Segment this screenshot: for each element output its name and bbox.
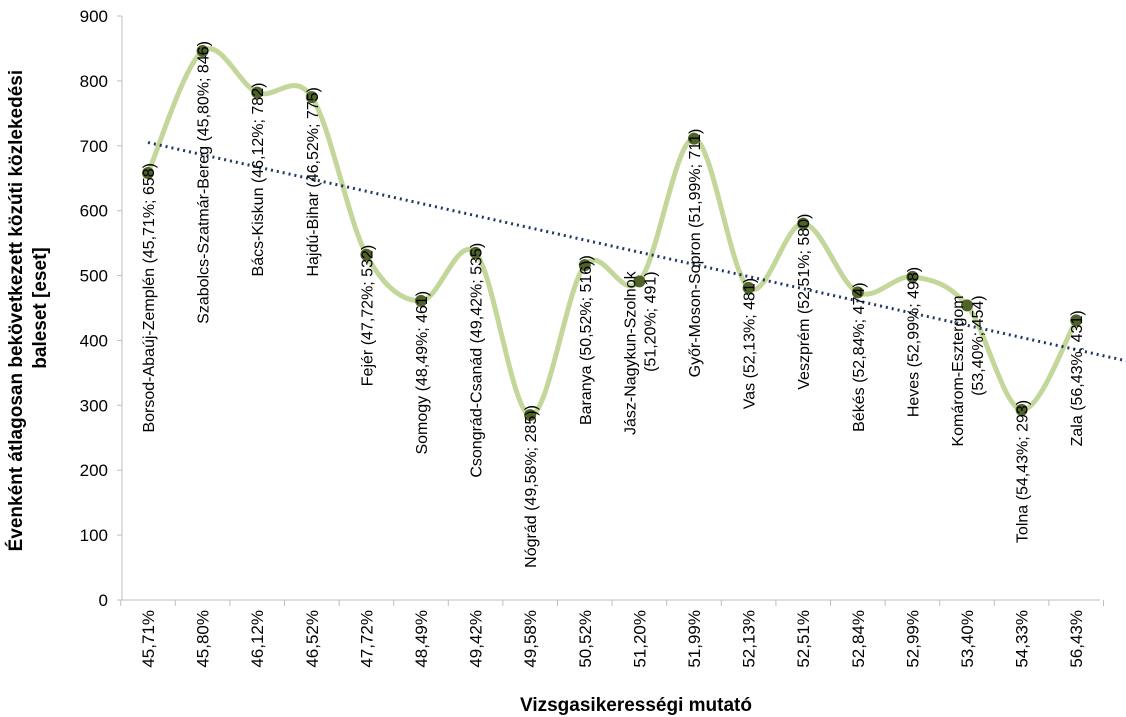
x-tick-label: 46,52% <box>303 610 322 668</box>
y-axis-title: Évenként átlagosan bekövetkezett közúti … <box>5 65 51 552</box>
point-label: Somogy (48,49%; 461) <box>414 291 431 455</box>
data-point <box>415 294 427 307</box>
point-label: Csongrád-Csanád (49,42%; 535) <box>469 243 486 478</box>
point-label: Szabolcs-Szatmár-Bereg (45,80%; 846) <box>196 41 213 324</box>
y-tick-label: 700 <box>80 137 108 156</box>
point-label-line: Komárom-Esztergom <box>950 295 967 446</box>
point-label: Győr-Moson-Sopron (51,99%; 711) <box>687 129 704 378</box>
point-label-line: Jász-Nagykun-Szolnok <box>622 270 639 435</box>
data-point <box>251 86 264 99</box>
point-label-line: Somogy (48,49%; 461) <box>414 291 431 455</box>
x-tick-labels: 45,71% 45,80% 46,12% 46,52% 47,72% 48,49% 49,4… <box>120 600 1104 668</box>
point-label-line: Csongrád-Csanád (49,42%; 535) <box>469 243 486 478</box>
x-tick-label: 53,40% <box>958 610 977 668</box>
point-label-line: Zala (56,43%; 431) <box>1069 310 1086 446</box>
point-label-line: Hajdú-Bihar (46,52%; 775) <box>305 87 322 276</box>
point-label-line: Békés (52,84%; 474) <box>851 282 868 431</box>
x-tick-label: 52,51% <box>794 610 813 668</box>
data-point <box>851 286 864 299</box>
data-point <box>360 248 373 261</box>
y-tick-label: 200 <box>80 461 108 480</box>
point-label: Bács-Kiskun (46,12%; 782) <box>250 83 267 277</box>
data-point <box>1015 403 1028 416</box>
point-label: Tolna (54,43%; 293) <box>1015 400 1032 543</box>
y-axis-title-line-2: baleset [eset] <box>30 247 51 368</box>
point-label: Nógrád (49,58%; 285)) <box>523 405 540 568</box>
data-point <box>524 409 537 422</box>
point-label-line: Baranya (50,52%; 516)) <box>578 255 595 425</box>
point-label-line: Tolna (54,43%; 293) <box>1015 400 1032 543</box>
x-tick-label: 47,72% <box>357 610 376 668</box>
y-tick-label: 100 <box>80 526 108 545</box>
y-tick-label: 400 <box>80 331 108 350</box>
data-point <box>469 246 482 259</box>
x-tick-label: 46,12% <box>248 610 267 668</box>
point-label-line: Vas (52,13%; 481) <box>742 278 759 409</box>
point-label: Baranya (50,52%; 516)) <box>578 255 595 425</box>
point-label-line: Győr-Moson-Sopron (51,99%; 711) <box>687 129 704 378</box>
x-tick-label: 51,20% <box>630 610 649 668</box>
data-point <box>196 45 209 58</box>
point-label-line: Bács-Kiskun (46,12%; 782) <box>250 83 267 277</box>
x-tick-label: 49,58% <box>521 610 540 668</box>
point-label: Komárom-Esztergom (53,40%; 454) <box>950 295 987 446</box>
x-tick-label: 45,71% <box>139 610 158 668</box>
y-axis-title-line-1: Évenként átlagosan bekövetkezett közúti … <box>5 70 27 552</box>
point-label: Borsod-Abaúj-Zemplén (45,71%; 658) <box>141 163 158 432</box>
data-point <box>688 132 700 145</box>
point-labels: Borsod-Abaúj-Zemplén (45,71%; 658) Szabol… <box>141 41 1086 568</box>
y-tick-labels: 0 100 200 300 400 500 600 700 800 900 <box>80 7 122 610</box>
y-tick-label: 900 <box>80 7 108 26</box>
point-label-line: (53,40%; 454) <box>970 295 987 396</box>
point-label: Békés (52,84%; 474) <box>851 282 868 431</box>
point-label: Zala (56,43%; 431) <box>1069 310 1086 446</box>
x-tick-label: 50,52% <box>576 610 595 668</box>
x-tick-label: 52,84% <box>849 610 868 668</box>
y-tick-label: 0 <box>99 591 108 610</box>
x-tick-label: 51,99% <box>685 610 704 668</box>
data-point <box>797 217 810 230</box>
x-tick-label: 45,80% <box>194 610 213 668</box>
data-point <box>742 281 755 294</box>
data-point <box>578 259 591 272</box>
y-tick-label: 800 <box>80 72 108 91</box>
x-tick-label: 56,43% <box>1067 610 1086 668</box>
y-tick-label: 300 <box>80 396 108 415</box>
point-label: Fejér (47,72%; 532) <box>359 245 376 386</box>
point-label-line: (51,20%; 491) <box>642 271 659 372</box>
point-label: Heves (52,99%; 498) <box>905 267 922 417</box>
x-tick-label: 52,99% <box>903 610 922 668</box>
point-label: Veszprém (52,51%; 580) <box>796 214 813 390</box>
point-label: Jász-Nagykun-Szolnok (51,20%; 491) <box>622 270 659 435</box>
data-point <box>1070 314 1083 327</box>
data-point <box>906 270 919 283</box>
point-label-line: Veszprém (52,51%; 580) <box>796 214 813 390</box>
data-point <box>633 275 646 288</box>
x-tick-label: 49,42% <box>467 610 486 668</box>
point-label-line: Heves (52,99%; 498) <box>905 267 922 417</box>
y-tick-label: 500 <box>80 267 108 286</box>
point-label-line: Fejér (47,72%; 532) <box>359 245 376 386</box>
data-point <box>305 91 318 104</box>
series-line <box>145 46 1079 418</box>
data-point <box>142 167 154 180</box>
point-label-line: Szabolcs-Szatmár-Bereg (45,80%; 846) <box>196 41 213 324</box>
x-axis-title: Vizsgasikerességi mutató <box>520 695 752 716</box>
x-tick-label: 48,49% <box>412 610 431 668</box>
point-label: Hajdú-Bihar (46,52%; 775) <box>305 87 322 276</box>
point-label: Vas (52,13%; 481) <box>742 278 759 409</box>
x-tick-label: 52,13% <box>740 610 759 668</box>
y-tick-label: 600 <box>80 202 108 221</box>
x-tick-label: 54,33% <box>1013 610 1032 668</box>
data-markers <box>142 45 1083 422</box>
data-point <box>961 299 973 312</box>
point-label-line: Nógrád (49,58%; 285)) <box>523 405 540 568</box>
point-label-line: Borsod-Abaúj-Zemplén (45,71%; 658) <box>141 163 158 432</box>
